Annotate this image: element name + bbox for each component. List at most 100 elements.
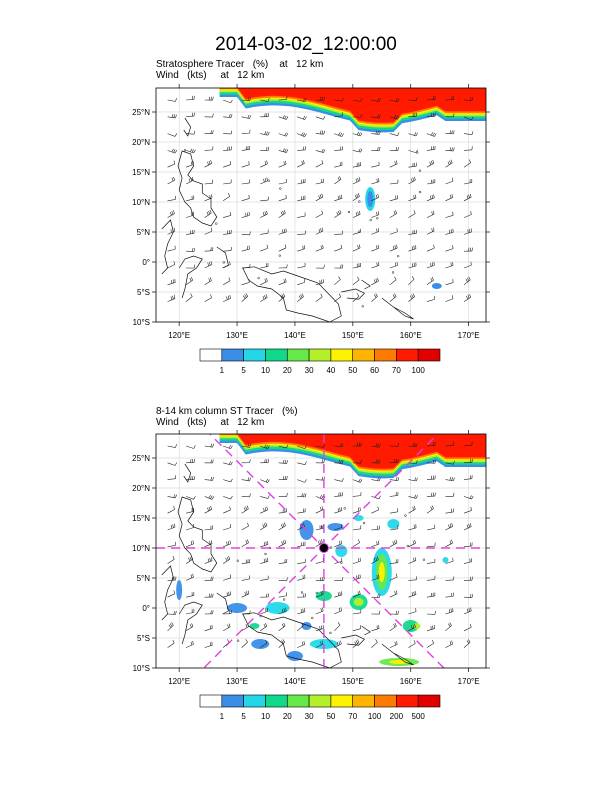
wind-barb — [408, 132, 418, 137]
wind-barb — [463, 593, 474, 598]
colorbar-label: 30 — [305, 366, 314, 375]
island — [397, 255, 400, 258]
wind-barb — [278, 244, 287, 252]
wind-barb — [371, 610, 381, 615]
wind-barb — [408, 442, 418, 447]
wind-barb — [167, 278, 176, 286]
colorbar-label: 100 — [412, 366, 426, 375]
wind-barb — [315, 506, 324, 514]
wind-barb — [297, 574, 306, 581]
lon-label: 170°E — [458, 677, 480, 686]
wind-barb — [426, 95, 436, 101]
wind-barb — [334, 209, 342, 218]
wind-barb — [352, 539, 360, 548]
wind-barb — [185, 623, 194, 632]
lon-label: 150°E — [342, 677, 364, 686]
wind-barb — [334, 132, 344, 137]
wind-barb — [167, 160, 176, 168]
wind-barb — [204, 194, 213, 202]
wind-barb — [260, 146, 270, 151]
wind-barb — [371, 161, 380, 168]
wind-barb — [371, 114, 381, 119]
wind-barb — [260, 444, 270, 450]
wind-barb — [408, 112, 418, 118]
wind-barb — [297, 608, 306, 615]
colorbar-label: 10 — [261, 366, 270, 375]
wind-barb — [185, 573, 194, 581]
wind-barb — [297, 508, 306, 514]
wind-barb — [371, 506, 379, 514]
wind-barb — [260, 541, 269, 548]
wind-barb — [352, 293, 360, 302]
wind-barb — [167, 541, 176, 548]
wind-barb — [352, 492, 362, 497]
wind-barb — [186, 160, 194, 168]
wind-barb — [371, 244, 380, 252]
wind-barb — [371, 556, 379, 564]
colorbar-label: 5 — [241, 366, 246, 375]
wind-barb — [222, 555, 231, 564]
wind-barb — [186, 229, 195, 235]
wind-barb — [204, 113, 214, 118]
wind-barb — [297, 245, 306, 252]
wind-barb — [371, 147, 381, 151]
wind-barb — [186, 247, 196, 252]
tracer-blob — [265, 602, 290, 614]
wind-barb — [167, 506, 175, 514]
wind-barb — [389, 590, 398, 598]
wind-barb — [463, 523, 472, 531]
wind-barb — [408, 524, 417, 531]
wind-barb — [389, 179, 399, 185]
wind-barb — [315, 96, 325, 101]
wind-barb — [463, 607, 472, 615]
wind-barb — [204, 96, 214, 101]
wind-barb — [185, 293, 193, 302]
wind-barb — [352, 625, 361, 632]
wind-barb — [278, 522, 286, 531]
wind-barb — [315, 539, 323, 548]
wind-barb — [334, 591, 343, 598]
tracer-blob — [353, 598, 364, 606]
wind-barb — [463, 506, 472, 514]
lat-label: 20°N — [132, 138, 150, 147]
wind-barb — [445, 295, 454, 302]
island — [406, 544, 409, 548]
wind-barb — [241, 194, 250, 202]
wind-barb — [167, 148, 178, 154]
wind-barb — [426, 475, 436, 480]
wind-barb — [389, 210, 398, 218]
wind-barb — [223, 506, 231, 514]
wind-barb — [463, 623, 472, 632]
wind-barb — [186, 476, 196, 480]
wind-barb — [223, 99, 233, 104]
wind-barb — [223, 247, 232, 252]
wind-barb — [352, 177, 361, 185]
wind-barb — [445, 622, 452, 632]
wind-barb — [315, 459, 325, 464]
wind-barb — [241, 539, 249, 548]
wind-barb — [241, 575, 250, 581]
wind-barb — [389, 458, 399, 464]
island — [361, 305, 364, 308]
tracer-blob — [378, 562, 385, 582]
wind-barb — [463, 276, 471, 286]
wind-barb — [186, 112, 195, 118]
wind-barb — [185, 640, 194, 648]
wind-barb — [186, 458, 195, 464]
wind-barb — [315, 210, 324, 218]
wind-barb — [408, 162, 417, 168]
wind-barb — [167, 227, 176, 235]
wind-barb — [352, 148, 363, 153]
wind-barb — [371, 227, 380, 235]
panel2-caption-line2: Wind (kts) at 12 km — [156, 417, 265, 428]
wind-barb — [389, 539, 398, 548]
wind-barb — [241, 161, 250, 168]
wind-barb — [334, 492, 343, 497]
wind-barb — [315, 293, 323, 302]
wind-barb — [223, 113, 233, 118]
wind-barb — [463, 178, 473, 185]
wind-barb — [278, 559, 288, 564]
wind-barb — [223, 179, 232, 185]
wind-barb — [389, 508, 399, 514]
tracer-blob — [315, 591, 332, 601]
